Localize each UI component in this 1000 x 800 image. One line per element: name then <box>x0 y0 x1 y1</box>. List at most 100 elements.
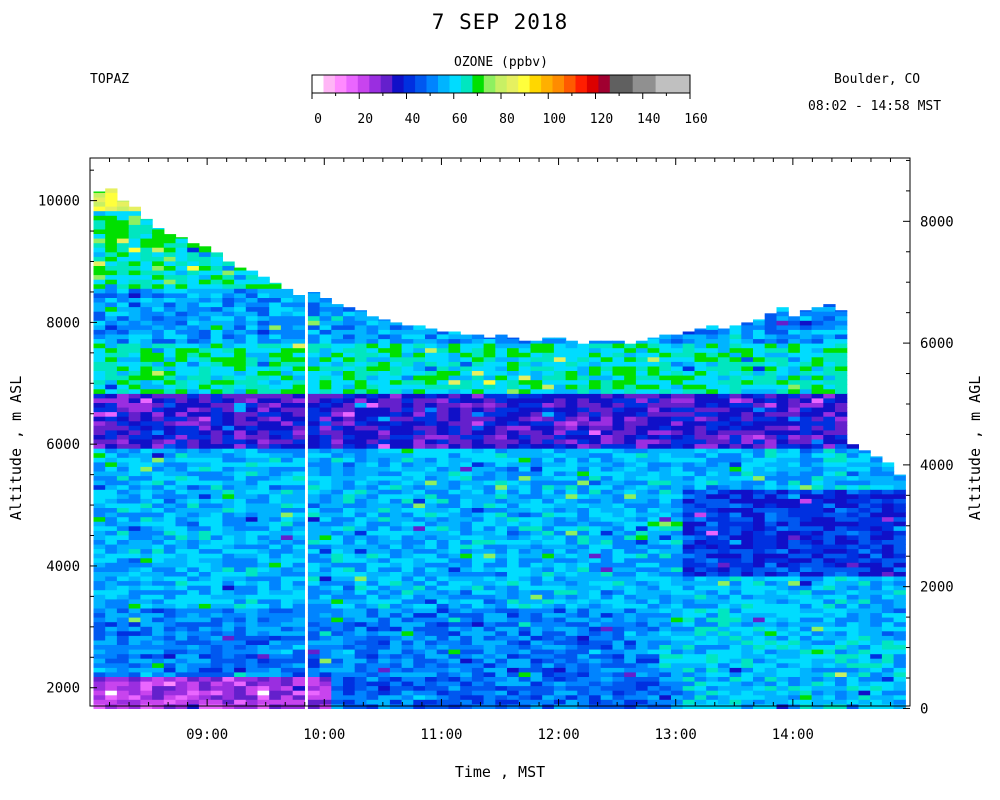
ozone-cell <box>448 603 461 609</box>
ozone-cell <box>234 347 247 353</box>
ozone-cell <box>495 690 508 696</box>
ozone-cell <box>319 608 332 614</box>
ozone-cell <box>152 457 165 463</box>
ozone-cell <box>495 512 508 518</box>
ozone-cell <box>471 370 485 376</box>
ozone-cell <box>694 548 707 554</box>
ozone-cell <box>600 608 613 614</box>
ozone-cell <box>187 489 200 495</box>
ozone-cell <box>128 644 141 650</box>
ozone-cell <box>105 219 118 225</box>
ozone-cell <box>280 626 294 632</box>
ozone-cell <box>257 306 270 312</box>
ozone-cell <box>729 516 742 522</box>
ozone-cell <box>706 690 719 696</box>
ozone-cell <box>471 667 485 673</box>
ozone-cell <box>471 548 485 554</box>
ozone-cell <box>222 365 235 371</box>
ozone-cell <box>436 562 449 568</box>
ozone-cell <box>163 658 177 664</box>
ozone-cell <box>694 521 707 527</box>
ozone-cell <box>128 690 141 696</box>
ozone-cell <box>116 379 130 385</box>
ozone-cell <box>600 681 613 687</box>
ozone-cell <box>187 580 200 586</box>
ozone-cell <box>471 671 485 677</box>
ozone-cell <box>671 347 684 353</box>
ozone-cell <box>659 352 672 358</box>
ozone-cell <box>495 694 508 700</box>
ozone-cell <box>307 493 321 499</box>
ozone-cell <box>600 475 613 481</box>
ozone-cell <box>198 699 212 705</box>
ozone-cell <box>460 429 473 435</box>
ozone-cell <box>553 630 567 636</box>
ozone-cell <box>187 311 200 317</box>
ozone-cell <box>245 370 259 376</box>
ozone-cell <box>343 324 356 330</box>
ozone-cell <box>105 407 118 413</box>
ozone-cell <box>152 562 165 568</box>
ozone-cell <box>210 306 223 312</box>
ozone-cell <box>612 420 625 426</box>
ozone-cell <box>495 370 508 376</box>
ozone-cell <box>425 626 438 632</box>
ozone-cell <box>187 644 200 650</box>
ozone-cell <box>706 566 719 572</box>
ozone-cell <box>483 516 496 522</box>
ozone-cell <box>706 347 719 353</box>
ozone-cell <box>93 425 106 431</box>
ozone-cell <box>354 416 367 422</box>
ozone-cell <box>128 671 141 677</box>
ozone-cell <box>331 649 344 655</box>
ozone-cell <box>116 653 130 659</box>
ozone-cell <box>152 608 165 614</box>
ozone-cell <box>647 347 660 353</box>
ozone-cell <box>152 311 165 317</box>
ozone-cell <box>471 480 485 486</box>
ozone-cell <box>624 361 637 367</box>
ozone-cell <box>706 439 719 445</box>
ozone-cell <box>577 694 590 700</box>
ozone-cell <box>269 370 282 376</box>
ozone-cell <box>682 484 695 490</box>
ozone-cell <box>198 388 212 394</box>
ozone-cell <box>210 475 223 481</box>
ozone-cell <box>589 411 602 417</box>
ozone-cell <box>612 502 625 508</box>
ozone-cell <box>319 534 332 540</box>
ozone-cell <box>152 598 165 604</box>
ozone-cell <box>319 439 332 445</box>
ozone-cell <box>116 206 130 212</box>
ozone-cell <box>366 443 379 449</box>
ozone-cell <box>413 658 426 664</box>
ozone-cell <box>187 315 200 321</box>
ozone-cell <box>483 548 496 554</box>
ozone-cell <box>518 585 531 591</box>
ozone-cell <box>612 571 625 577</box>
ozone-cell <box>187 630 200 636</box>
ozone-cell <box>187 306 200 312</box>
ozone-cell <box>729 439 742 445</box>
ozone-cell <box>706 571 719 577</box>
ozone-cell <box>378 594 391 600</box>
ozone-cell <box>495 571 508 577</box>
ozone-cell <box>565 471 578 477</box>
ozone-cell <box>717 612 731 618</box>
ozone-cell <box>647 676 660 682</box>
ozone-cell <box>222 608 235 614</box>
ozone-cell <box>401 402 414 408</box>
ozone-cell <box>600 429 613 435</box>
ozone-cell <box>530 557 543 563</box>
ozone-cell <box>682 516 695 522</box>
ozone-cell <box>612 525 625 531</box>
ozone-cell <box>694 544 707 550</box>
ozone-cell <box>577 603 590 609</box>
ozone-cell <box>577 370 590 376</box>
ozone-cell <box>624 489 637 495</box>
ozone-cell <box>448 370 461 376</box>
ozone-cell <box>152 480 165 486</box>
ozone-cell <box>245 557 259 563</box>
ozone-cell <box>671 576 684 582</box>
ozone-cell <box>413 343 426 349</box>
